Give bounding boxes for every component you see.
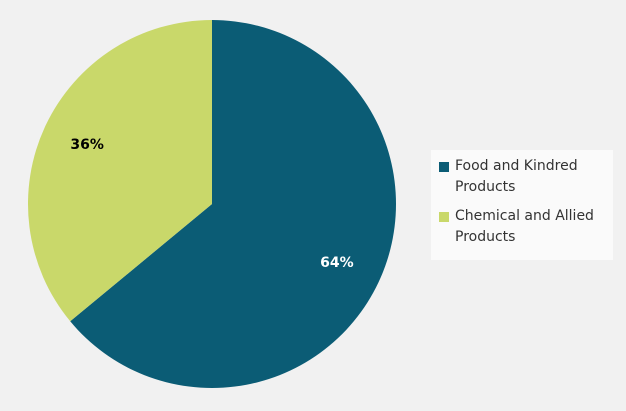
- slice-label: 36%: [70, 137, 104, 153]
- pie-slice: [70, 20, 397, 388]
- legend-swatch: [439, 212, 449, 222]
- legend-label: Chemical and Allied Products: [455, 208, 594, 245]
- pie-slice: [28, 20, 212, 322]
- legend-item: Chemical and Allied Products: [439, 206, 605, 248]
- legend-item: Food and Kindred Products: [439, 156, 605, 198]
- slice-label: 64%: [320, 255, 354, 271]
- legend: Food and Kindred Products Chemical and Al…: [431, 150, 613, 260]
- legend-label: Food and Kindred Products: [455, 158, 578, 195]
- legend-swatch: [439, 162, 449, 172]
